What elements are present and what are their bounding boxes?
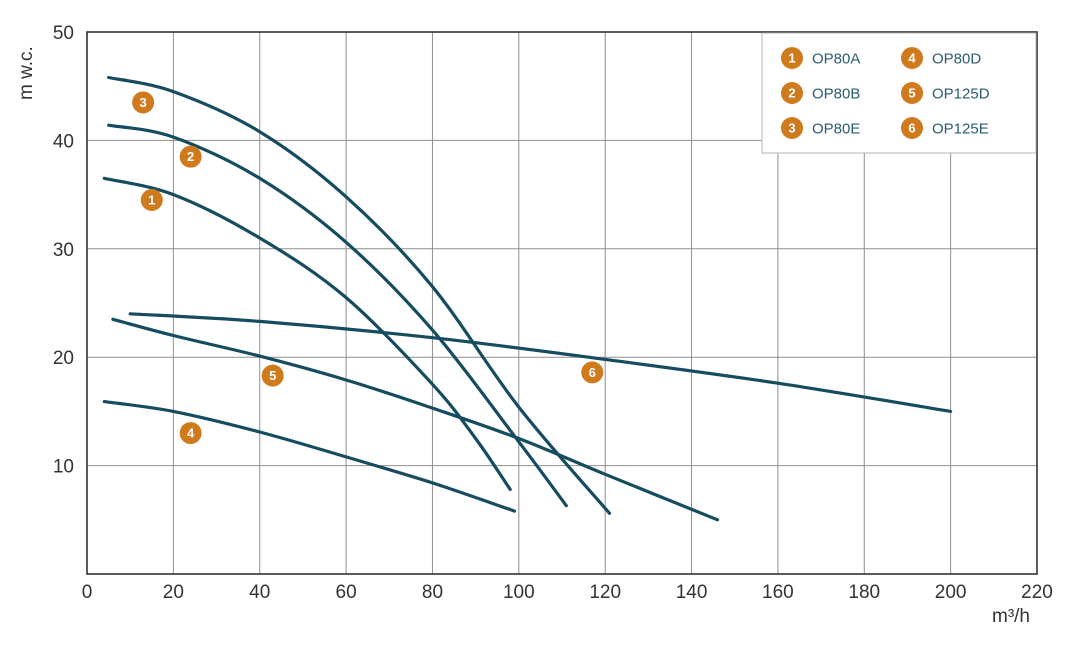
x-tick-label: 40	[249, 582, 270, 603]
legend-label: OP125E	[932, 121, 989, 138]
curve-op125e	[128, 312, 953, 413]
curve-op125d	[111, 317, 720, 522]
curve-badge-number: 5	[269, 368, 276, 383]
plot-frame	[86, 31, 1038, 575]
curve-badge-number: 4	[187, 426, 195, 441]
x-tick-label: 220	[1021, 582, 1053, 603]
curve-badge-2: 2	[179, 145, 202, 168]
x-tick-label: 60	[336, 582, 357, 603]
legend-item-op125e: 6 OP125E	[901, 117, 989, 139]
legend-badge-circle	[901, 47, 923, 69]
legend-box	[761, 32, 1037, 154]
x-tick-label: 80	[422, 582, 443, 603]
curve-badge-circle	[132, 91, 155, 114]
legend-entries: 1 OP80A 2 OP80B 3 OP80E 4 OP80D 5 OP125D 6 OP125E	[781, 47, 990, 139]
legend-badge-circle	[901, 117, 923, 139]
legend-label: OP80E	[812, 121, 860, 138]
curve-badge-circle	[179, 422, 202, 445]
axis-ticks: 0 20 40 60 80 100 120 140 160 180 200 220 10 20 30 40 50	[53, 23, 1053, 603]
legend-badge-circle	[901, 82, 923, 104]
legend-badge-number: 2	[788, 86, 795, 101]
curve-badge-circle	[140, 189, 163, 212]
legend-badge-circle	[781, 82, 803, 104]
legend: 1 OP80A 2 OP80B 3 OP80E 4 OP80D 5 OP125D 6 OP125E	[761, 32, 1037, 154]
x-axis-label: m³/h	[992, 606, 1030, 627]
x-tick-label: 0	[82, 582, 93, 603]
curve-badge-number: 1	[148, 193, 155, 208]
legend-item-op80a: 1 OP80A	[781, 47, 860, 69]
legend-item-op80b: 2 OP80B	[781, 82, 860, 104]
legend-item-op80d: 4 OP80D	[901, 47, 981, 69]
curve-badge-number: 3	[140, 95, 147, 110]
legend-badge-number: 3	[788, 121, 795, 136]
y-tick-label: 30	[53, 240, 74, 261]
curve-badge-circle	[179, 145, 202, 168]
x-tick-label: 180	[848, 582, 880, 603]
curve-op80d	[102, 400, 517, 513]
y-tick-label: 40	[53, 131, 74, 152]
legend-badge-number: 1	[788, 51, 795, 66]
legend-badge-number: 5	[908, 86, 915, 101]
curve-badge-circle	[261, 364, 284, 387]
legend-item-op125d: 5 OP125D	[901, 82, 990, 104]
x-tick-label: 20	[163, 582, 184, 603]
curve-badge-6: 6	[581, 361, 604, 384]
legend-label: OP80A	[812, 51, 860, 68]
curve-badge-3: 3	[132, 91, 155, 114]
x-tick-label: 200	[935, 582, 967, 603]
curve-badge-5: 5	[261, 364, 284, 387]
legend-label: OP80D	[932, 51, 981, 68]
x-tick-label: 140	[676, 582, 708, 603]
curve-op80e	[107, 75, 612, 515]
legend-item-op80e: 3 OP80E	[781, 117, 860, 139]
curve-badge-number: 2	[187, 149, 194, 164]
legend-label: OP125D	[932, 86, 990, 103]
y-tick-label: 50	[53, 23, 74, 44]
curve-badge-1: 1	[140, 189, 163, 212]
legend-label: OP80B	[812, 86, 860, 103]
y-tick-label: 20	[53, 348, 74, 369]
curve-badge-number: 6	[589, 365, 596, 380]
x-tick-label: 120	[589, 582, 621, 603]
legend-badge-number: 6	[908, 121, 915, 136]
legend-badge-number: 4	[908, 51, 916, 66]
x-tick-label: 100	[503, 582, 535, 603]
legend-badge-circle	[781, 47, 803, 69]
y-tick-label: 10	[53, 457, 74, 478]
legend-badge-circle	[781, 117, 803, 139]
curve-labels: 1 2 3 4 5 6	[132, 91, 604, 445]
curve-badge-4: 4	[179, 422, 202, 445]
performance-curves	[102, 75, 953, 522]
y-axis-label: m w.c.	[16, 46, 37, 100]
curve-badge-circle	[581, 361, 604, 384]
curve-op80a	[102, 176, 512, 491]
x-tick-label: 160	[762, 582, 794, 603]
